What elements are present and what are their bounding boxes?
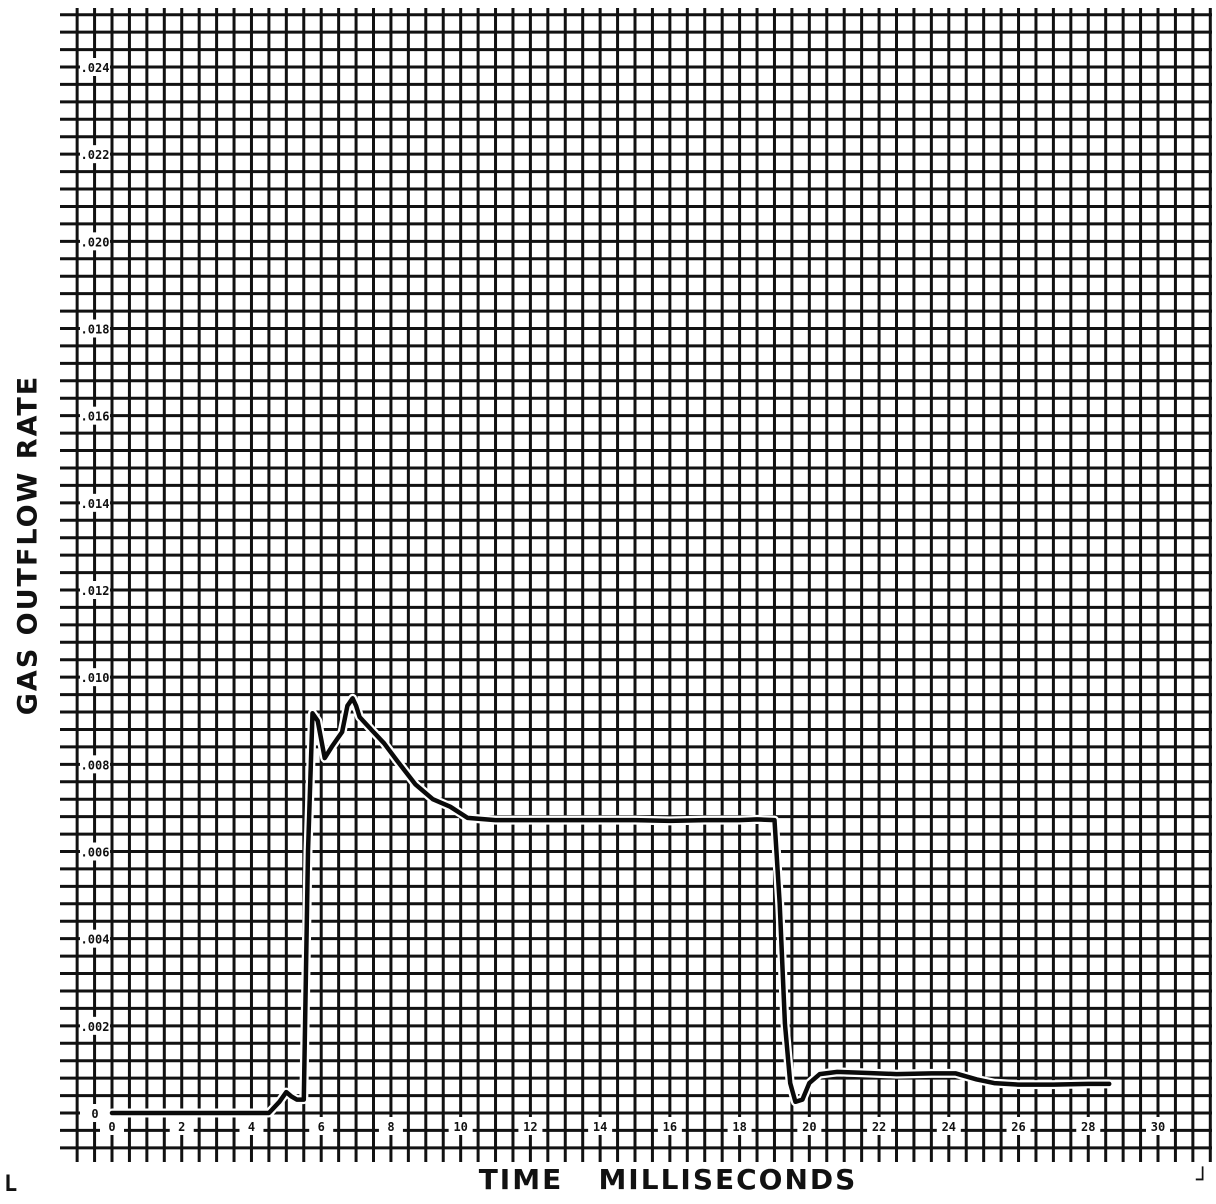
x-tick-cell bbox=[1076, 1117, 1101, 1135]
x-tick-cell bbox=[169, 1117, 194, 1135]
y-tick-labels: 0 .002 .004 .006 .008 .010 .012 .014 .016 .018 .02… bbox=[80, 58, 110, 1122]
y-tick-label: .008 bbox=[81, 758, 110, 772]
series-line bbox=[109, 696, 1112, 1116]
x-tick-labels: 0 2 4 6 8 10 12 14 16 18 20 22 24 26 28 30 bbox=[100, 1117, 1170, 1135]
x-tick-label: 6 bbox=[318, 1120, 325, 1134]
y-tick-cell bbox=[80, 58, 110, 76]
x-tick-label: 8 bbox=[387, 1120, 394, 1134]
x-tick-label: 28 bbox=[1081, 1120, 1095, 1134]
x-tick-cell bbox=[378, 1117, 403, 1135]
x-tick-cell bbox=[727, 1117, 752, 1135]
x-tick-cell bbox=[1146, 1117, 1170, 1135]
y-tick-label: .004 bbox=[81, 933, 110, 947]
y-tick-label: .010 bbox=[81, 671, 110, 685]
x-tick-label: 12 bbox=[523, 1120, 537, 1134]
x-tick-cell bbox=[588, 1117, 613, 1135]
x-tick-cell bbox=[657, 1117, 682, 1135]
x-tick-cell bbox=[1006, 1117, 1031, 1135]
y-tick-cell bbox=[80, 668, 110, 687]
y-tick-label: 0 bbox=[91, 1107, 98, 1121]
y-tick-label: .002 bbox=[81, 1020, 110, 1034]
y-tick-label: .014 bbox=[81, 497, 110, 511]
y-tick-label: .024 bbox=[81, 61, 110, 75]
y-tick-label: .016 bbox=[81, 410, 110, 424]
x-tick-label: 10 bbox=[453, 1120, 467, 1134]
y-axis-label: GAS OUTFLOW RATE bbox=[8, 0, 48, 1204]
x-tick-label: 20 bbox=[802, 1120, 816, 1134]
y-tick-label: .018 bbox=[81, 323, 110, 337]
y-tick-cell bbox=[80, 232, 110, 251]
y-tick-label: .012 bbox=[81, 584, 110, 598]
y-tick-cell bbox=[80, 406, 110, 425]
x-tick-label: 24 bbox=[942, 1120, 956, 1134]
y-tick-cell bbox=[80, 842, 110, 861]
y-tick-label: .022 bbox=[81, 148, 110, 162]
y-tick-label: .020 bbox=[81, 235, 110, 249]
x-tick-cell bbox=[936, 1117, 961, 1135]
y-tick-cell bbox=[80, 319, 110, 338]
y-tick-cell bbox=[80, 755, 110, 774]
x-tick-label: 14 bbox=[593, 1120, 607, 1134]
y-tick-cell bbox=[80, 493, 110, 512]
x-tick-label: 16 bbox=[663, 1120, 677, 1134]
x-axis-label: TIME MILLISECONDS bbox=[478, 1163, 858, 1196]
x-tick-label: 0 bbox=[108, 1120, 115, 1134]
x-tick-label: 30 bbox=[1151, 1120, 1165, 1134]
corner-mark-right: ┘ bbox=[1196, 1168, 1210, 1193]
x-tick-label: 18 bbox=[732, 1120, 746, 1134]
y-tick-cell bbox=[80, 581, 110, 599]
x-tick-cell bbox=[867, 1117, 892, 1135]
y-tick-cell bbox=[80, 145, 110, 164]
x-tick-label: 2 bbox=[178, 1120, 185, 1134]
x-tick-cell bbox=[797, 1117, 822, 1135]
x-tick-cell bbox=[239, 1117, 264, 1135]
y-axis-label-text: GAS OUTFLOW RATE bbox=[12, 374, 44, 716]
x-tick-label: 4 bbox=[248, 1120, 255, 1134]
x-tick-label: 22 bbox=[872, 1120, 886, 1134]
x-tick-label: 26 bbox=[1011, 1120, 1025, 1134]
series-group bbox=[107, 693, 1114, 1118]
x-tick-cell bbox=[309, 1117, 334, 1135]
y-tick-cell bbox=[80, 929, 110, 948]
corner-mark-left: L bbox=[4, 1172, 18, 1197]
y-tick-label: .006 bbox=[81, 846, 110, 860]
x-tick-cell bbox=[100, 1117, 124, 1135]
x-tick-cell bbox=[518, 1117, 543, 1135]
x-tick-cell bbox=[448, 1117, 473, 1135]
chart-grid bbox=[60, 8, 1212, 1162]
y-tick-cell bbox=[80, 1016, 110, 1035]
